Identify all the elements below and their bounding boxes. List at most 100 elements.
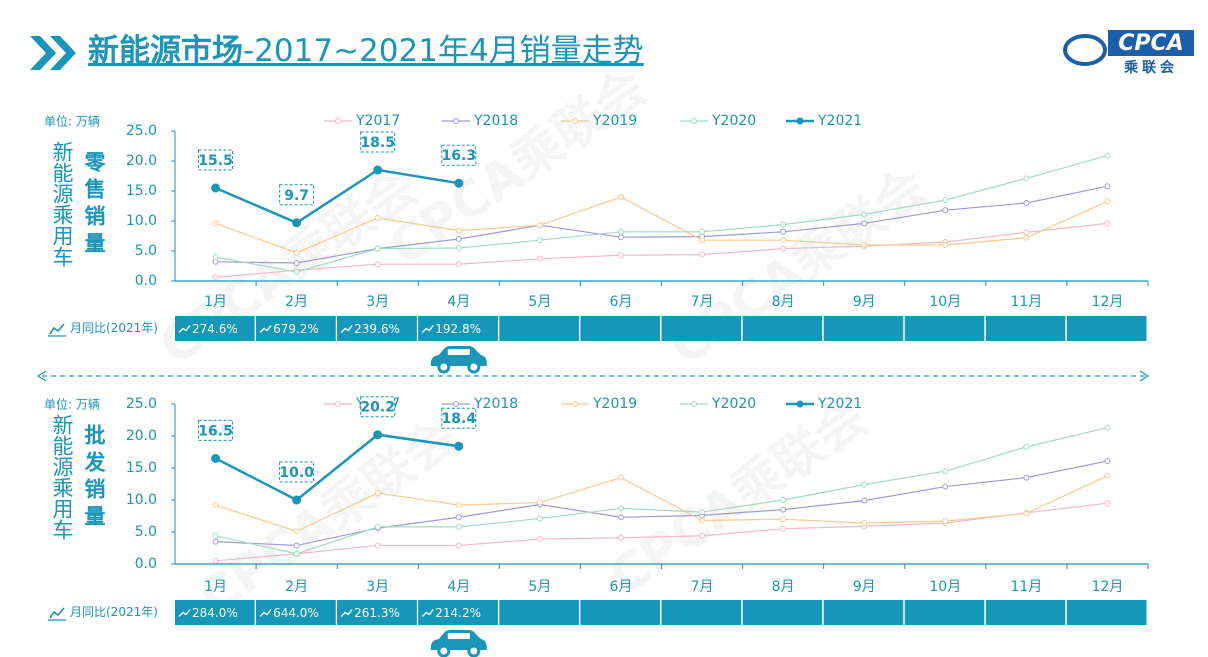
data-label: 16.5 [198,423,233,439]
point [455,502,462,509]
x-tick-label: 4月 [447,294,470,310]
yoy-icon [49,607,65,619]
y-tick-label: 0.0 [135,556,157,572]
trend-icon [340,609,353,617]
point [293,249,300,256]
y-tick-label: 20.0 [126,428,157,444]
legend-label: Y2021 [817,113,862,129]
point [211,453,221,463]
point [292,495,302,505]
y-tick-label: 20.0 [126,153,157,169]
point [861,520,868,527]
point [861,211,868,218]
point [293,528,300,535]
x-tick-label: 10月 [929,294,961,310]
trend-icon [178,325,191,333]
logo-mark [1063,34,1107,66]
yoy-cell [823,600,904,625]
yoy-cell [580,600,660,625]
data-label: 10.0 [279,465,314,481]
data-label-box [279,184,315,206]
x-tick-label: 12月 [1092,579,1124,595]
point [1104,472,1111,479]
point [455,236,462,242]
legend-label: Y2021 [817,396,862,412]
point [536,499,543,506]
y-tick-label: 15.0 [126,183,157,199]
point [1104,457,1111,464]
point [780,237,787,244]
point [293,269,300,275]
page-title: 新能源市场-2017~2021年4月销量走势 [88,33,644,69]
data-label: 15.5 [198,153,233,169]
point [1023,200,1030,206]
title-rest: -2017~2021年4月销量走势 [243,33,644,69]
unit-label: 单位: 万辆 [44,114,100,129]
point [374,542,381,549]
point [617,194,624,200]
yoy-value: 192.8% [435,322,481,336]
series-line [215,475,1108,533]
legend-label: Y2019 [592,396,637,412]
point [942,242,949,248]
yoy-cell [580,316,660,341]
point [455,542,462,549]
point [1104,424,1111,431]
data-label-box [198,419,234,441]
logo-box [1108,30,1194,56]
point [212,254,219,260]
yoy-value: 274.6% [192,322,238,336]
point [942,483,949,490]
point [374,245,381,252]
x-tick-label: 1月 [204,294,227,310]
yoy-cell [661,600,742,625]
legend-marker [335,118,341,124]
unit-label: 单位: 万辆 [44,397,100,412]
watermark: CPCA乘联会 [659,158,937,377]
series-line [215,185,1108,264]
point [536,536,543,543]
series-line [215,427,1108,555]
data-label: 18.5 [360,135,395,151]
point [1104,220,1111,227]
legend-marker [572,401,578,407]
logo-subtext: 乘联会 [1123,59,1178,76]
point [455,261,462,268]
series-line [215,222,1108,278]
point [942,468,949,475]
trend-icon [340,325,353,333]
x-tick-label: 12月 [1092,294,1124,310]
x-tick-label: 11月 [1010,579,1042,595]
yoy-cell [823,316,904,341]
yoy-value: 284.0% [192,606,238,620]
data-label-box [441,144,477,166]
y-tick-label: 15.0 [126,460,157,476]
watermark: CPCA乘联会 [599,388,877,607]
trend-icon [421,609,434,617]
point [455,514,462,521]
point [699,251,706,258]
legend-marker [453,118,459,124]
yoy-cell [661,316,742,341]
x-tick-label: 1月 [204,579,227,595]
yoy-cell [904,316,985,341]
point [1023,229,1030,236]
y-tick-label: 25.0 [126,123,157,139]
series-line [215,502,1108,562]
point [617,252,624,259]
y-tick-label: 5.0 [135,243,157,259]
point [373,430,383,440]
legend-marker [572,118,578,124]
car-window [447,349,470,355]
data-label-box [360,131,396,153]
car-wheel [437,644,451,657]
x-tick-label: 10月 [929,579,961,595]
point [212,258,219,265]
point [617,534,624,541]
point [455,523,462,530]
data-label-box [441,407,477,429]
point [861,242,868,248]
car-icon [430,346,487,374]
